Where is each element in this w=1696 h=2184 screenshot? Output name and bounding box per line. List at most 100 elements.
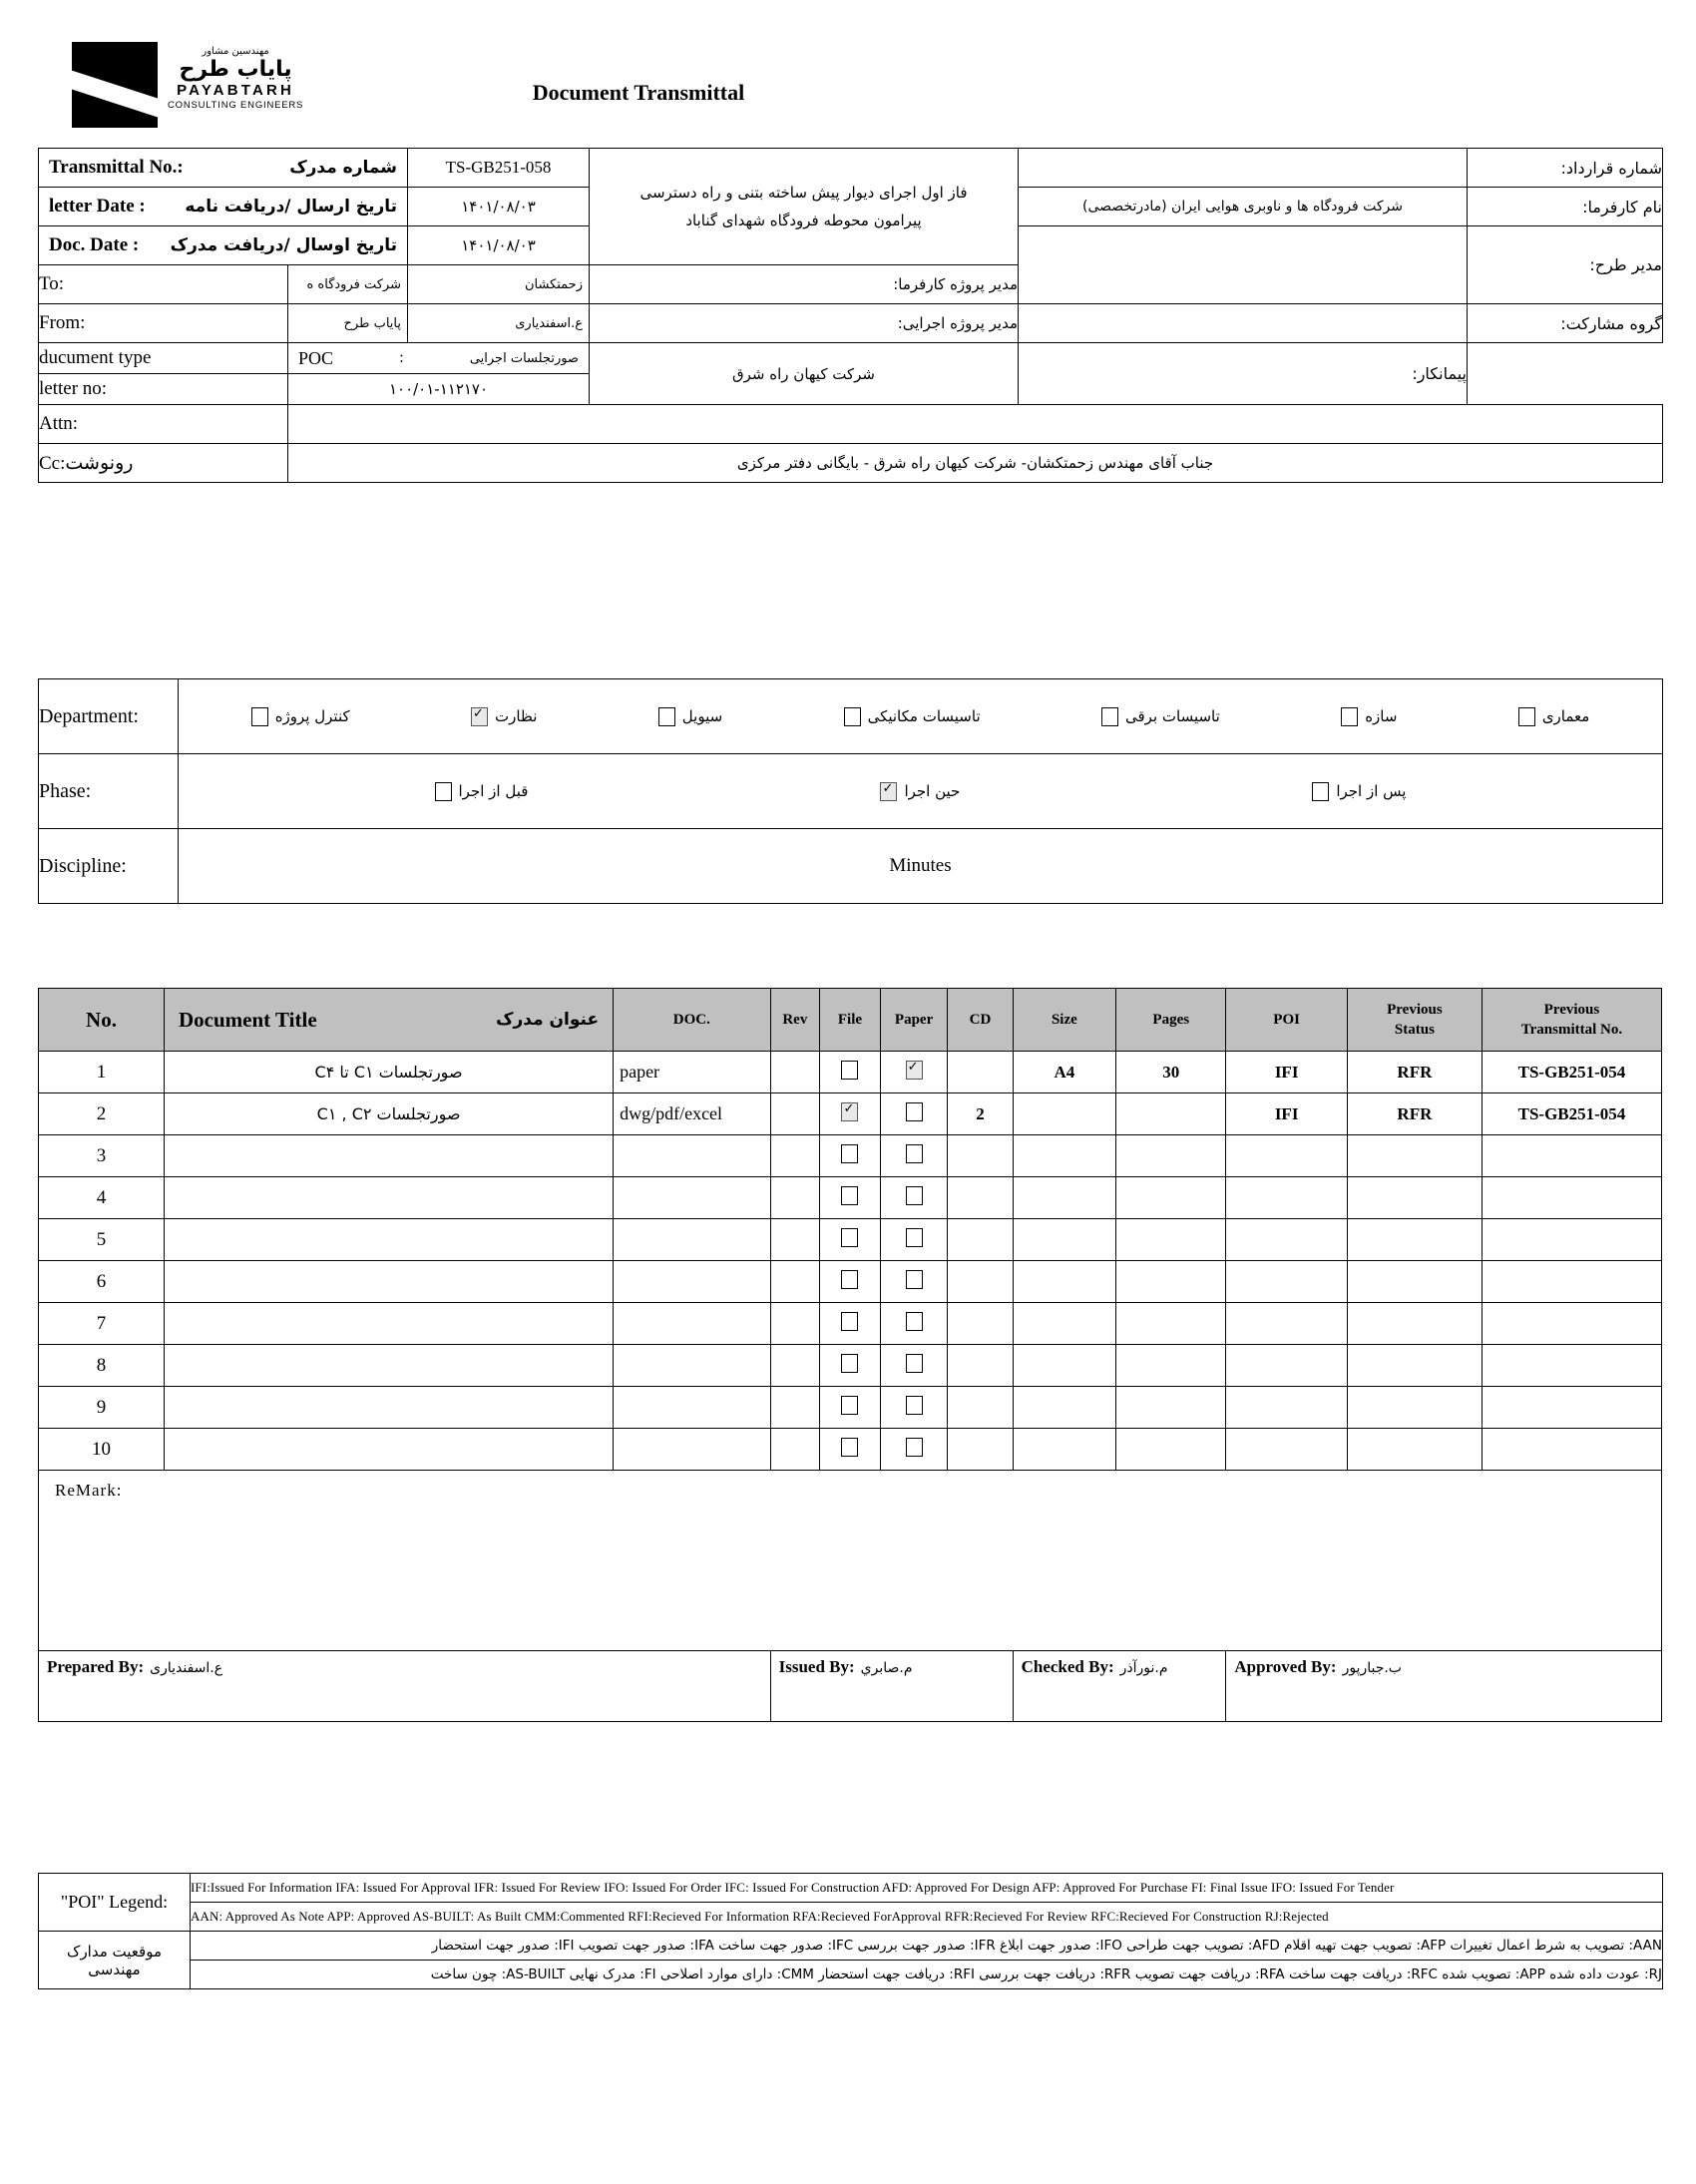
row-poi[interactable]: IFI bbox=[1225, 1051, 1348, 1093]
row-paper[interactable] bbox=[879, 1260, 949, 1303]
checkbox-icon[interactable] bbox=[1312, 781, 1330, 801]
checkbox-icon[interactable] bbox=[841, 1143, 859, 1163]
row-doc[interactable] bbox=[613, 1260, 771, 1303]
row-file[interactable] bbox=[819, 1428, 881, 1471]
row-doc[interactable]: paper bbox=[613, 1051, 771, 1093]
row-paper[interactable] bbox=[879, 1218, 949, 1261]
row-title[interactable] bbox=[164, 1134, 615, 1177]
attn-value[interactable] bbox=[287, 404, 1663, 444]
row-title[interactable] bbox=[164, 1260, 615, 1303]
doc-date-value[interactable]: ۱۴۰۱/۰۸/۰۳ bbox=[407, 225, 590, 265]
row-doc[interactable]: dwg/pdf/excel bbox=[613, 1092, 771, 1135]
row-previous-transmittal[interactable] bbox=[1481, 1260, 1663, 1303]
department-checkbox-item[interactable]: تاسیسات برقی bbox=[1101, 706, 1220, 726]
row-poi[interactable] bbox=[1225, 1428, 1348, 1471]
checkbox-icon[interactable] bbox=[843, 706, 861, 726]
row-rev[interactable] bbox=[769, 1092, 821, 1135]
row-pages[interactable] bbox=[1115, 1302, 1227, 1345]
checkbox-icon[interactable] bbox=[905, 1437, 923, 1457]
row-paper[interactable] bbox=[879, 1344, 949, 1387]
row-file[interactable] bbox=[819, 1176, 881, 1219]
row-previous-status[interactable] bbox=[1346, 1344, 1483, 1387]
row-size[interactable] bbox=[1012, 1176, 1117, 1219]
checkbox-icon-checked[interactable] bbox=[471, 705, 488, 726]
letter-date-value[interactable]: ۱۴۰۱/۰۸/۰۳ bbox=[407, 187, 590, 226]
row-pages[interactable] bbox=[1115, 1386, 1227, 1429]
row-cd[interactable] bbox=[947, 1176, 1014, 1219]
row-pages[interactable] bbox=[1115, 1176, 1227, 1219]
row-cd[interactable] bbox=[947, 1344, 1014, 1387]
row-paper[interactable] bbox=[879, 1092, 949, 1135]
row-poi[interactable] bbox=[1225, 1260, 1348, 1303]
to-person-value[interactable]: زحمتکشان bbox=[407, 264, 590, 304]
row-poi[interactable]: IFI bbox=[1225, 1092, 1348, 1135]
row-poi[interactable] bbox=[1225, 1176, 1348, 1219]
row-pages[interactable]: 30 bbox=[1115, 1051, 1227, 1093]
row-rev[interactable] bbox=[769, 1134, 821, 1177]
checkbox-icon[interactable] bbox=[905, 1227, 923, 1247]
checkbox-icon[interactable] bbox=[1341, 706, 1359, 726]
row-size[interactable] bbox=[1012, 1386, 1117, 1429]
row-file[interactable] bbox=[819, 1302, 881, 1345]
row-title[interactable] bbox=[164, 1218, 615, 1261]
checkbox-icon[interactable] bbox=[841, 1269, 859, 1289]
row-rev[interactable] bbox=[769, 1428, 821, 1471]
department-checkbox-item[interactable]: نظارت bbox=[471, 705, 537, 726]
row-poi[interactable] bbox=[1225, 1302, 1348, 1345]
row-pages[interactable] bbox=[1115, 1344, 1227, 1387]
row-size[interactable] bbox=[1012, 1092, 1117, 1135]
signature-approved-by[interactable]: Approved By: ب.جبارپور bbox=[1225, 1650, 1662, 1722]
row-title[interactable] bbox=[164, 1428, 615, 1471]
row-previous-status[interactable] bbox=[1346, 1134, 1483, 1177]
row-previous-status[interactable] bbox=[1346, 1260, 1483, 1303]
document-type-value[interactable]: صورتجلسات اجرایی bbox=[469, 350, 579, 366]
row-previous-status[interactable] bbox=[1346, 1302, 1483, 1345]
row-previous-transmittal[interactable] bbox=[1481, 1218, 1663, 1261]
row-doc[interactable] bbox=[613, 1176, 771, 1219]
row-previous-transmittal[interactable] bbox=[1481, 1176, 1663, 1219]
row-size[interactable] bbox=[1012, 1344, 1117, 1387]
row-cd[interactable] bbox=[947, 1302, 1014, 1345]
to-org-value[interactable]: شرکت فرودگاه ه bbox=[287, 264, 408, 304]
department-checkbox-item[interactable]: سازه bbox=[1341, 706, 1397, 726]
row-rev[interactable] bbox=[769, 1218, 821, 1261]
row-cd[interactable] bbox=[947, 1386, 1014, 1429]
row-file[interactable] bbox=[819, 1218, 881, 1261]
row-pages[interactable] bbox=[1115, 1134, 1227, 1177]
row-size[interactable] bbox=[1012, 1260, 1117, 1303]
row-doc[interactable] bbox=[613, 1302, 771, 1345]
row-pages[interactable] bbox=[1115, 1092, 1227, 1135]
row-paper[interactable] bbox=[879, 1386, 949, 1429]
signature-approved-by-value[interactable]: ب.جبارپور bbox=[1342, 1660, 1402, 1676]
row-title[interactable] bbox=[164, 1176, 615, 1219]
row-file[interactable] bbox=[819, 1386, 881, 1429]
checkbox-icon[interactable] bbox=[905, 1269, 923, 1289]
signature-issued-by-value[interactable]: م.صابري bbox=[860, 1660, 913, 1676]
row-rev[interactable] bbox=[769, 1386, 821, 1429]
row-previous-transmittal[interactable] bbox=[1481, 1134, 1663, 1177]
row-file[interactable] bbox=[819, 1051, 881, 1093]
row-title[interactable] bbox=[164, 1386, 615, 1429]
remark-label[interactable]: ReMark: bbox=[38, 1470, 1662, 1651]
row-rev[interactable] bbox=[769, 1302, 821, 1345]
row-title[interactable]: صورتجلسات C۱ , C۲ bbox=[164, 1092, 615, 1135]
row-size[interactable] bbox=[1012, 1428, 1117, 1471]
row-previous-status[interactable]: RFR bbox=[1346, 1051, 1483, 1093]
row-doc[interactable] bbox=[613, 1218, 771, 1261]
row-previous-status[interactable] bbox=[1346, 1176, 1483, 1219]
signature-checked-by[interactable]: Checked By: م.نورآذر bbox=[1012, 1650, 1227, 1722]
row-paper[interactable] bbox=[879, 1051, 949, 1093]
checkbox-icon-checked[interactable] bbox=[880, 780, 898, 801]
row-previous-transmittal[interactable]: TS-GB251-054 bbox=[1481, 1092, 1663, 1135]
checkbox-icon[interactable] bbox=[841, 1311, 859, 1331]
checkbox-icon[interactable] bbox=[841, 1437, 859, 1457]
phase-checkbox-item[interactable]: حین اجرا bbox=[880, 780, 960, 801]
row-pages[interactable] bbox=[1115, 1218, 1227, 1261]
row-file[interactable] bbox=[819, 1092, 881, 1135]
checkbox-icon[interactable] bbox=[905, 1101, 923, 1121]
row-file[interactable] bbox=[819, 1260, 881, 1303]
checkbox-icon[interactable] bbox=[905, 1395, 923, 1415]
row-file[interactable] bbox=[819, 1344, 881, 1387]
checkbox-icon[interactable] bbox=[905, 1185, 923, 1205]
discipline-value[interactable]: Minutes bbox=[178, 828, 1663, 904]
